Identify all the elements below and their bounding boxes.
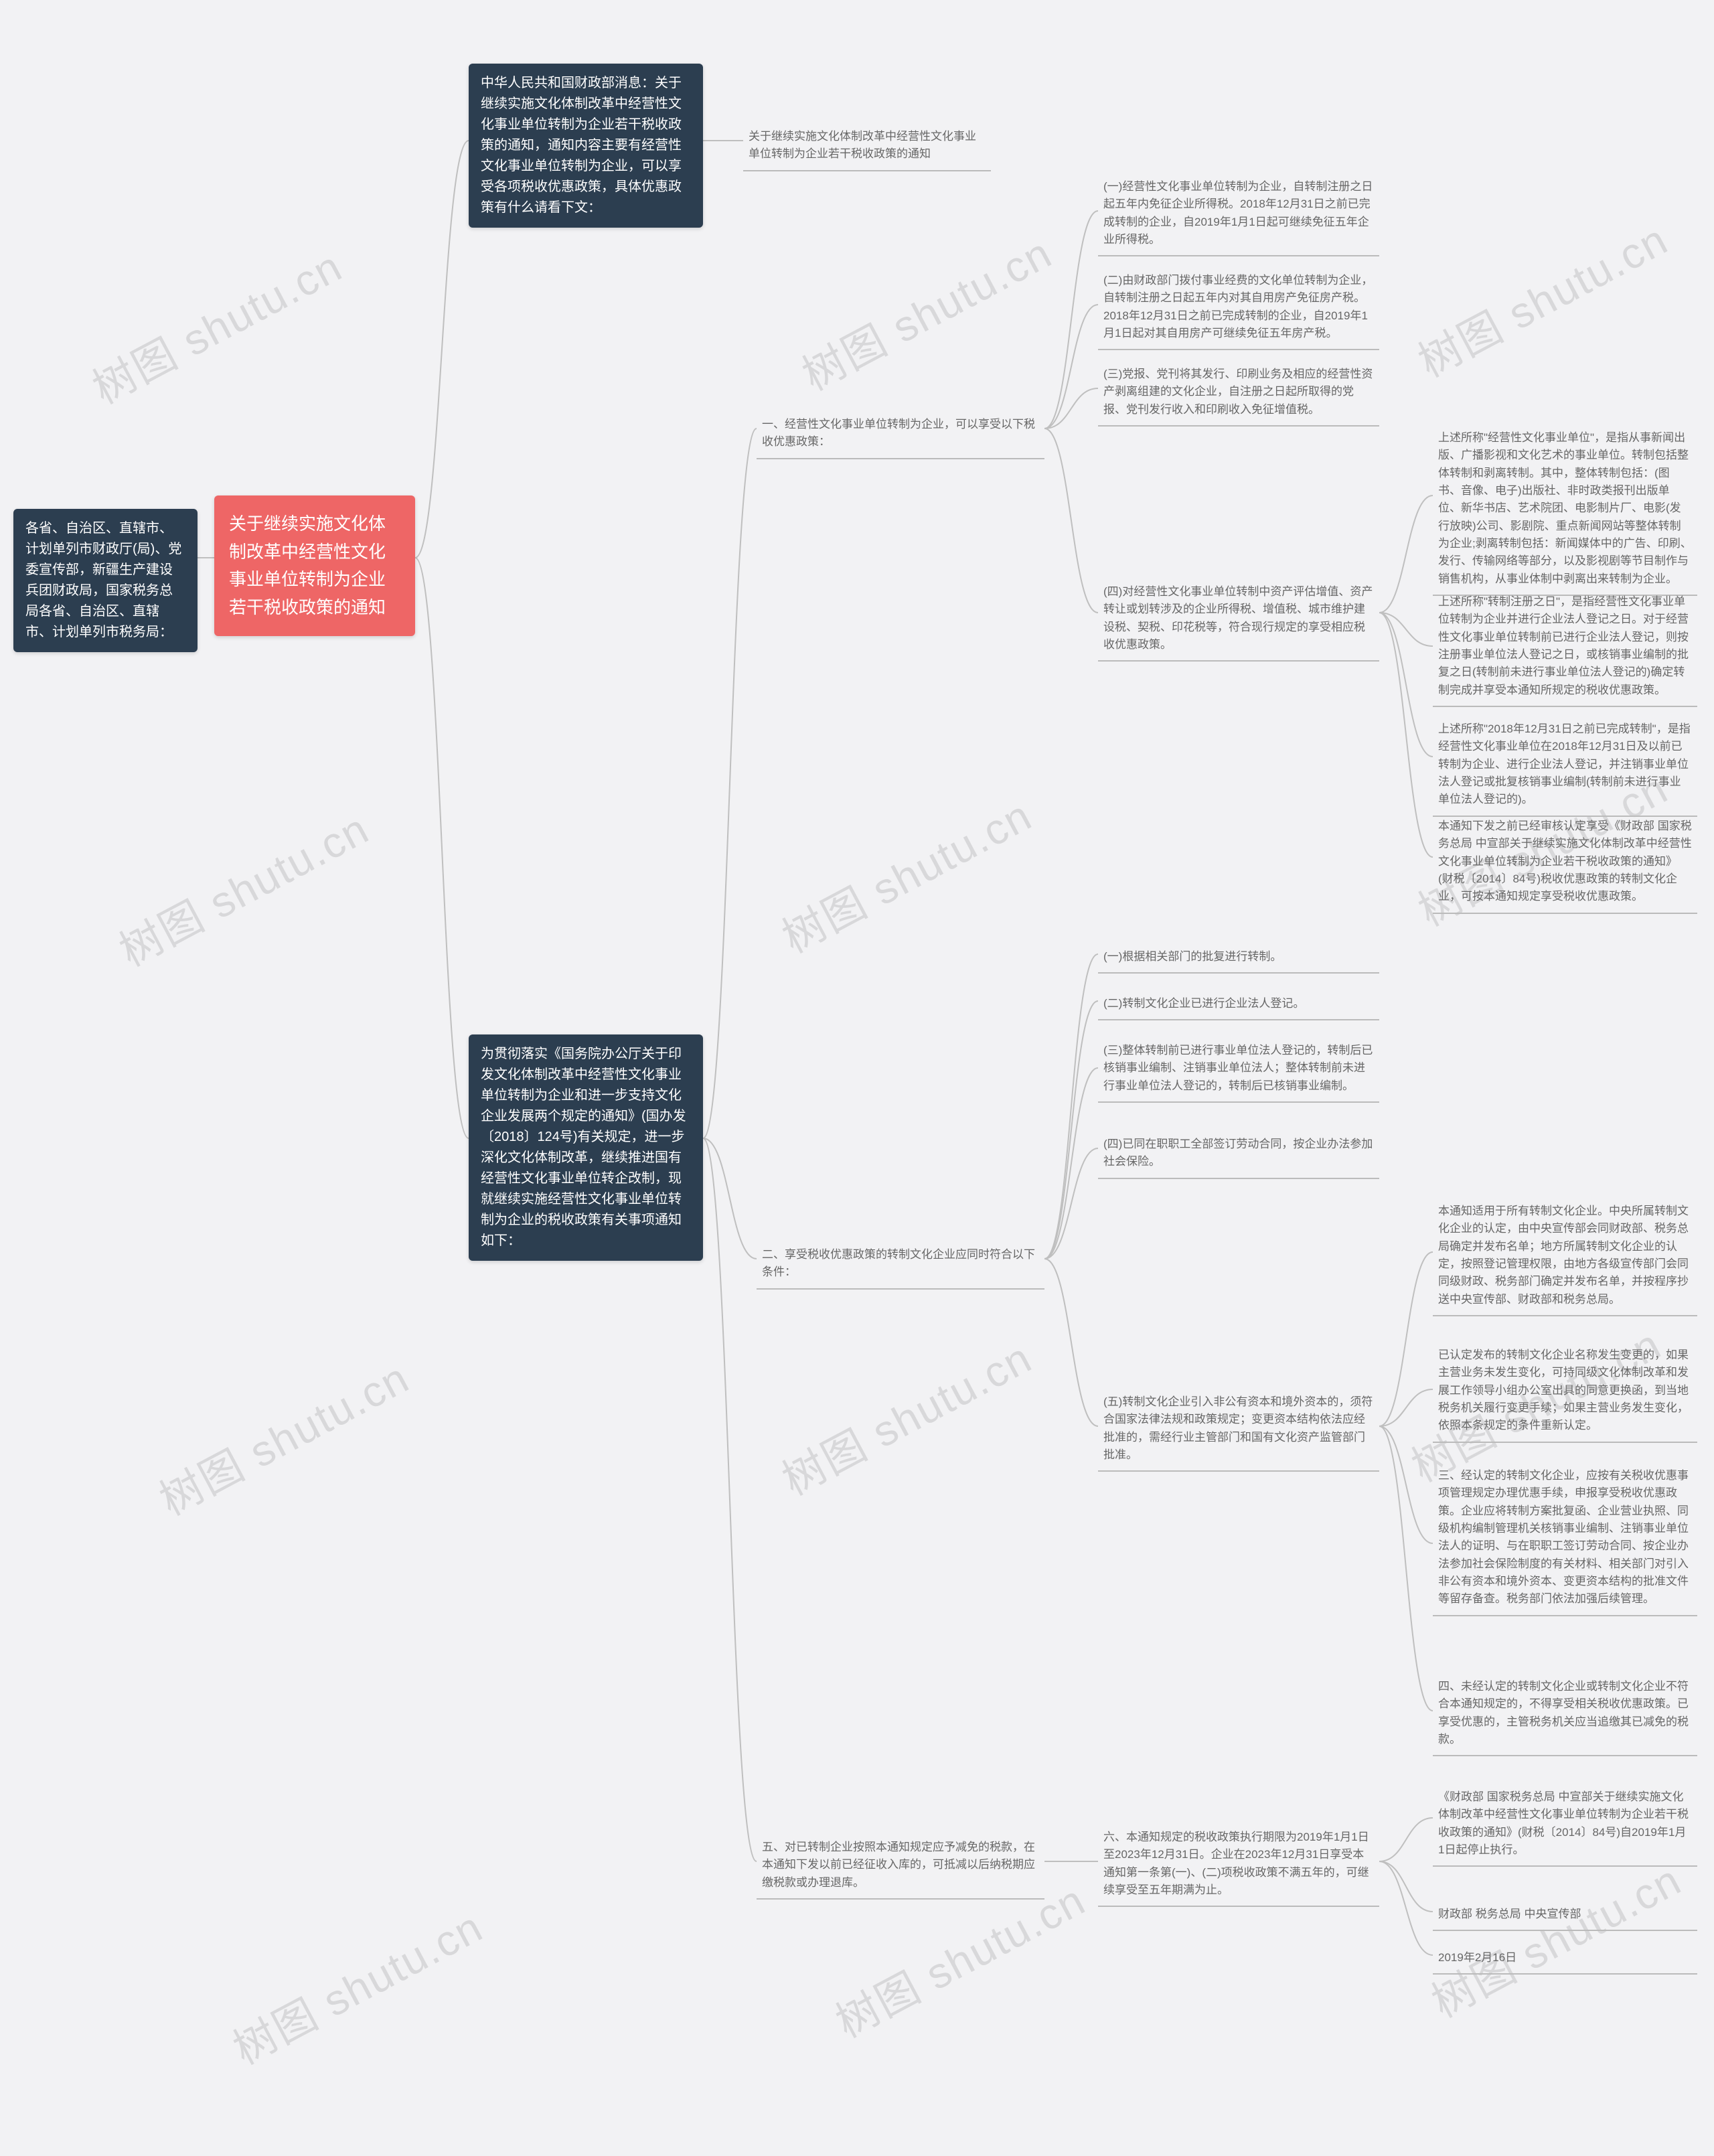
- node-branch-main[interactable]: 为贯彻落实《国务院办公厅关于印发文化体制改革中经营性文化事业单位转制为企业和进一…: [469, 1034, 703, 1261]
- section2-header[interactable]: 二、享受税收优惠政策的转制文化企业应同时符合以下条件：: [757, 1242, 1044, 1290]
- section2-item-2[interactable]: (二)转制文化企业已进行企业法人登记。: [1098, 991, 1379, 1020]
- section1-item-2[interactable]: (二)由财政部门拨付事业经费的文化单位转制为企业，自转制注册之日起五年内对其自用…: [1098, 268, 1379, 350]
- section6-sub-2[interactable]: 财政部 税务总局 中央宣传部: [1433, 1902, 1697, 1931]
- section6[interactable]: 六、本通知规定的税收政策执行期限为2019年1月1日至2023年12月31日。企…: [1098, 1825, 1379, 1907]
- node-branch-intro[interactable]: 中华人民共和国财政部消息：关于继续实施文化体制改革中经营性文化事业单位转制为企业…: [469, 64, 703, 228]
- section2-item-5[interactable]: (五)转制文化企业引入非公有资本和境外资本的，须符合国家法律法规和政策规定；变更…: [1098, 1389, 1379, 1472]
- section2-item5-sub-4[interactable]: 四、未经认定的转制文化企业或转制文化企业不符合本通知规定的，不得享受相关税收优惠…: [1433, 1674, 1697, 1756]
- section6-sub-1[interactable]: 《财政部 国家税务总局 中宣部关于继续实施文化体制改革中经营性文化事业单位转制为…: [1433, 1784, 1697, 1867]
- section1-item4-sub-4[interactable]: 本通知下发之前已经审核认定享受《财政部 国家税务总局 中宣部关于继续实施文化体制…: [1433, 814, 1697, 914]
- watermark: 树图 shutu.cn: [1406, 206, 1677, 390]
- watermark: 树图 shutu.cn: [107, 795, 378, 979]
- section2-item5-sub-2[interactable]: 已认定发布的转制文化企业名称发生变更的，如果主营业务未发生变化，可持同级文化体制…: [1433, 1342, 1697, 1443]
- section2-item-3[interactable]: (三)整体转制前已进行事业单位法人登记的，转制后已核销事业编制、注销事业单位法人…: [1098, 1038, 1379, 1103]
- mindmap-canvas: 树图 shutu.cn 树图 shutu.cn 树图 shutu.cn 树图 s…: [0, 0, 1714, 2156]
- node-root-title[interactable]: 关于继续实施文化体制改革中经营性文化事业单位转制为企业若干税收政策的通知: [214, 495, 415, 636]
- section1-item-1[interactable]: (一)经营性文化事业单位转制为企业，自转制注册之日起五年内免征企业所得税。201…: [1098, 174, 1379, 256]
- section1-item-3[interactable]: (三)党报、党刊将其发行、印刷业务及相应的经营性资产剥离组建的文化企业，自注册之…: [1098, 362, 1379, 427]
- section5[interactable]: 五、对已转制企业按照本通知规定应予减免的税款，在本通知下发以前已经征收入库的，可…: [757, 1835, 1044, 1900]
- watermark: 树图 shutu.cn: [147, 1344, 418, 1528]
- section2-item5-sub-1[interactable]: 本通知适用于所有转制文化企业。中央所属转制文化企业的认定，由中央宣传部会同财政部…: [1433, 1199, 1697, 1316]
- section2-item5-sub-3[interactable]: 三、经认定的转制文化企业，应按有关税收优惠事项管理规定办理优惠手续，申报享受税收…: [1433, 1463, 1697, 1616]
- leaf-branch-intro[interactable]: 关于继续实施文化体制改革中经营性文化事业单位转制为企业若干税收政策的通知: [743, 124, 991, 171]
- watermark: 树图 shutu.cn: [770, 1324, 1041, 1508]
- watermark: 树图 shutu.cn: [770, 782, 1041, 966]
- section1-item4-sub-1[interactable]: 上述所称"经营性文化事业单位"，是指从事新闻出版、广播影视和文化艺术的事业单位。…: [1433, 425, 1697, 596]
- section6-sub-3[interactable]: 2019年2月16日: [1433, 1945, 1697, 1975]
- section1-item4-sub-3[interactable]: 上述所称"2018年12月31日之前已完成转制"，是指经营性文化事业单位在201…: [1433, 716, 1697, 817]
- watermark: 树图 shutu.cn: [221, 1894, 492, 2077]
- section2-item-1[interactable]: (一)根据相关部门的批复进行转制。: [1098, 944, 1379, 974]
- watermark: 树图 shutu.cn: [1419, 1847, 1691, 2030]
- section1-item-4[interactable]: (四)对经营性文化事业单位转制中资产评估增值、资产转让或划转涉及的企业所得税、增…: [1098, 579, 1379, 662]
- watermark: 树图 shutu.cn: [790, 220, 1061, 403]
- section1-item4-sub-2[interactable]: 上述所称"转制注册之日"，是指经营性文化事业单位转制为企业并进行企业法人登记之日…: [1433, 589, 1697, 707]
- watermark: 树图 shutu.cn: [80, 233, 352, 416]
- section1-header[interactable]: 一、经营性文化事业单位转制为企业，可以享受以下税收优惠政策：: [757, 412, 1044, 459]
- section2-item-4[interactable]: (四)已同在职职工全部签订劳动合同，按企业办法参加社会保险。: [1098, 1132, 1379, 1179]
- node-addressees[interactable]: 各省、自治区、直辖市、计划单列市财政厅(局)、党委宣传部，新疆生产建设兵团财政局…: [13, 509, 198, 652]
